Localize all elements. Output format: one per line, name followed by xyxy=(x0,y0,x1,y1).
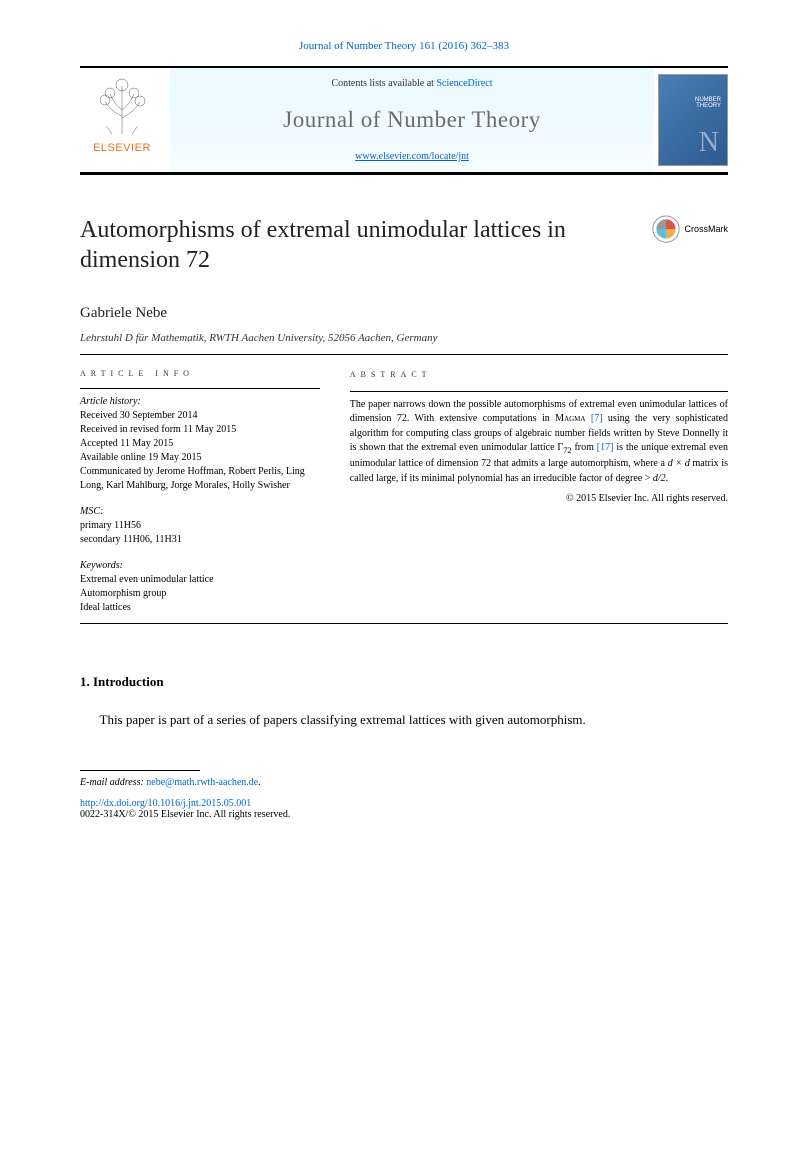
header-center: Contents lists available at ScienceDirec… xyxy=(170,68,654,172)
msc-secondary: secondary 11H06, 11H31 xyxy=(80,533,320,547)
paper-title: Automorphisms of extremal unimodular lat… xyxy=(80,215,642,275)
keywords-heading: Keywords: xyxy=(80,559,320,573)
crossmark-label: CrossMark xyxy=(684,224,728,234)
elsevier-logo[interactable]: ELSEVIER xyxy=(80,68,170,172)
article-info-column: article info Article history: Received 3… xyxy=(80,369,320,615)
author-email-link[interactable]: nebe@math.rwth-aachen.de xyxy=(146,777,258,788)
sciencedirect-link[interactable]: ScienceDirect xyxy=(436,78,492,89)
contents-prefix: Contents lists available at xyxy=(331,78,436,89)
abstract-copyright: © 2015 Elsevier Inc. All rights reserved… xyxy=(350,492,728,507)
article-info-label: article info xyxy=(80,369,320,378)
history-communicated: Communicated by Jerome Hoffman, Robert P… xyxy=(80,465,320,493)
journal-title: Journal of Number Theory xyxy=(283,107,541,133)
history-heading: Article history: xyxy=(80,395,320,409)
cover-title: NUMBERTHEORY xyxy=(695,97,721,109)
msc-heading: MSC: xyxy=(80,505,320,519)
abstract-column: abstract The paper narrows down the poss… xyxy=(350,369,728,615)
article-history-block: Article history: Received 30 September 2… xyxy=(80,388,320,493)
footnote-rule xyxy=(80,770,200,771)
ref-17-link[interactable]: [17] xyxy=(597,442,614,453)
msc-primary: primary 11H56 xyxy=(80,519,320,533)
ref-7-link[interactable]: [7] xyxy=(591,413,603,424)
author-affiliation: Lehrstuhl D für Mathematik, RWTH Aachen … xyxy=(80,332,728,344)
history-accepted: Accepted 11 May 2015 xyxy=(80,437,320,451)
email-label: E-mail address: xyxy=(80,777,144,788)
history-revised: Received in revised form 11 May 2015 xyxy=(80,423,320,437)
doi-line: http://dx.doi.org/10.1016/j.jnt.2015.05.… xyxy=(80,798,728,809)
email-footnote: E-mail address: nebe@math.rwth-aachen.de… xyxy=(80,777,728,788)
cover-letter: N xyxy=(699,127,719,159)
section-1-heading: 1. Introduction xyxy=(80,674,728,690)
journal-header: ELSEVIER Contents lists available at Sci… xyxy=(80,66,728,175)
intro-paragraph: This paper is part of a series of papers… xyxy=(80,710,728,730)
abstract-text: The paper narrows down the possible auto… xyxy=(350,391,728,507)
footer-copyright: 0022-314X/© 2015 Elsevier Inc. All right… xyxy=(80,809,728,820)
keywords-block: Keywords: Extremal even unimodular latti… xyxy=(80,559,320,615)
journal-url-link[interactable]: www.elsevier.com/locate/jnt xyxy=(355,151,469,162)
elsevier-brand-text: ELSEVIER xyxy=(80,142,164,154)
keyword-2: Automorphism group xyxy=(80,587,320,601)
journal-reference[interactable]: Journal of Number Theory 161 (2016) 362–… xyxy=(80,40,728,52)
msc-block: MSC: primary 11H56 secondary 11H06, 11H3… xyxy=(80,505,320,547)
journal-cover-thumbnail[interactable]: NUMBERTHEORY N xyxy=(658,74,728,166)
crossmark-icon xyxy=(652,215,680,243)
author-name: Gabriele Nebe xyxy=(80,305,728,322)
keyword-3: Ideal lattices xyxy=(80,601,320,615)
abstract-label: abstract xyxy=(350,369,728,381)
history-received: Received 30 September 2014 xyxy=(80,409,320,423)
contents-lists-line: Contents lists available at ScienceDirec… xyxy=(331,78,492,89)
doi-link[interactable]: http://dx.doi.org/10.1016/j.jnt.2015.05.… xyxy=(80,798,251,809)
history-online: Available online 19 May 2015 xyxy=(80,451,320,465)
keyword-1: Extremal even unimodular lattice xyxy=(80,573,320,587)
elsevier-tree-icon xyxy=(90,76,154,138)
crossmark-badge[interactable]: CrossMark xyxy=(652,215,728,243)
